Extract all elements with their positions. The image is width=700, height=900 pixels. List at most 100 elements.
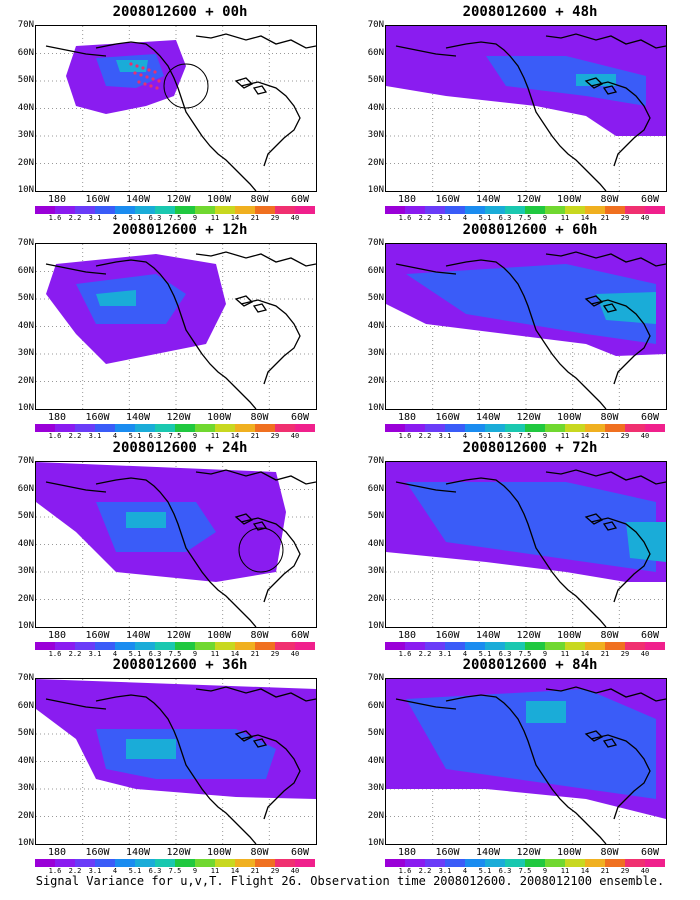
coastline (445, 477, 607, 627)
colorbar-swatch (445, 859, 465, 867)
colorbar-swatch (525, 424, 545, 432)
colorbar-swatch (215, 859, 235, 867)
colorbar-swatch (35, 424, 55, 432)
colorbar-label: 3.1 (88, 432, 102, 440)
y-tick-label: 20N (17, 593, 34, 604)
colorbar-label: 14 (580, 432, 590, 440)
colorbar-label: 6.3 (148, 214, 162, 222)
colorbar-swatch (175, 642, 195, 650)
colorbar-swatch (445, 424, 465, 432)
y-tick-label: 60N (367, 265, 384, 276)
x-tick-label: 120W (516, 194, 541, 205)
colorbar-swatch (505, 642, 525, 650)
colorbar-swatch (195, 642, 215, 650)
coastline (395, 481, 457, 493)
map-frame (385, 243, 667, 410)
y-tick-label: 60N (367, 700, 384, 711)
x-tick-label: 160W (85, 194, 110, 205)
coastline (584, 730, 618, 748)
x-tick-label: 60W (290, 194, 310, 205)
observation-point (141, 66, 145, 70)
coastline (45, 481, 107, 493)
colorbar-labels: 1.6 2.2 3.1 4 5.1 6.3 7.5 9 11 14 21 29 40 (35, 650, 315, 660)
map-svg (36, 244, 316, 409)
colorbar-swatch (75, 206, 95, 214)
colorbar-swatch (465, 424, 485, 432)
x-tick-label: 180 (47, 194, 67, 205)
y-tick-label: 10N (367, 621, 384, 631)
colorbar-swatch (215, 206, 235, 214)
colorbar-label: 40 (290, 650, 300, 658)
coastline (395, 698, 457, 710)
colorbar-swatch (55, 424, 75, 432)
y-tick-label: 20N (367, 157, 384, 168)
colorbar (35, 859, 315, 867)
y-tick-label: 70N (367, 238, 384, 248)
colorbar-label: 9 (192, 214, 198, 222)
colorbar-swatch (295, 424, 315, 432)
y-tick-label: 10N (17, 621, 34, 631)
y-tick-label: 60N (17, 265, 34, 276)
colorbar-swatch (545, 424, 565, 432)
colorbar-swatch (445, 642, 465, 650)
colorbar-swatch (275, 642, 295, 650)
y-tick-label: 40N (17, 320, 34, 331)
colorbar (385, 206, 665, 214)
x-tick-label: 140W (475, 412, 501, 423)
colorbar-swatch (95, 424, 115, 432)
colorbar-label: 1.6 (398, 432, 412, 440)
colorbar-swatch (385, 859, 405, 867)
colorbar-label: 4 (112, 432, 118, 440)
colorbar-labels: 1.6 2.2 3.1 4 5.1 6.3 7.5 9 11 14 21 29 40 (385, 214, 665, 224)
colorbar-label: 29 (270, 867, 280, 875)
y-tick-label: 50N (17, 511, 34, 521)
colorbar-label: 11 (560, 432, 570, 440)
coastline (545, 686, 666, 702)
y-tick-label: 60N (17, 700, 34, 711)
observation-point (153, 70, 157, 74)
observation-point (135, 64, 139, 68)
x-tick-label: 80W (250, 194, 269, 205)
colorbar-swatch (565, 642, 585, 650)
colorbar-labels: 1.6 2.2 3.1 4 5.1 6.3 7.5 9 11 14 21 29 40 (35, 432, 315, 442)
x-tick-label: 180 (397, 847, 417, 858)
map-frame (35, 25, 317, 192)
coastline (240, 517, 301, 603)
colorbar-swatch (115, 642, 135, 650)
colorbar-label: 4 (462, 214, 468, 222)
colorbar-swatch (625, 424, 645, 432)
colorbar-label: 2.2 (418, 214, 432, 222)
colorbar-swatch (645, 424, 665, 432)
observation-point (147, 68, 151, 72)
colorbar-swatch (195, 859, 215, 867)
y-tick-label: 10N (17, 403, 34, 413)
colorbar-swatch (295, 859, 315, 867)
colorbar-swatch (485, 859, 505, 867)
colorbar-labels: 1.6 2.2 3.1 4 5.1 6.3 7.5 9 11 14 21 29 40 (385, 867, 665, 877)
colorbar-swatch (485, 642, 505, 650)
y-tick-label: 10N (367, 403, 384, 413)
figure-caption: Signal Variance for u,v,T. Flight 26. Ob… (35, 874, 665, 888)
observation-point (155, 86, 159, 90)
y-tick-label: 50N (367, 728, 384, 738)
variance-region-high (126, 512, 166, 528)
colorbar-label: 1.6 (398, 867, 412, 875)
map-svg (386, 244, 666, 409)
observation-point (145, 75, 149, 79)
colorbar-swatch (565, 424, 585, 432)
panel-title: 2008012600 + 84h (462, 657, 598, 673)
colorbar-label: 5.1 (128, 432, 142, 440)
colorbar-swatch (255, 859, 275, 867)
colorbar-label: 7.5 (518, 867, 532, 875)
x-tick-label: 140W (125, 194, 151, 205)
colorbar-label: 5.1 (128, 214, 142, 222)
variance-region-high (596, 292, 656, 324)
panel-title: 2008012600 + 24h (112, 440, 248, 456)
y-tick-label: 40N (367, 755, 384, 766)
y-tick-label: 30N (367, 783, 384, 793)
colorbar-swatch (155, 424, 175, 432)
colorbar-labels: 1.6 2.2 3.1 4 5.1 6.3 7.5 9 11 14 21 29 40 (385, 432, 665, 442)
x-tick-label: 120W (516, 412, 541, 423)
y-tick-label: 20N (367, 593, 384, 604)
colorbar-label: 3.1 (88, 650, 102, 658)
